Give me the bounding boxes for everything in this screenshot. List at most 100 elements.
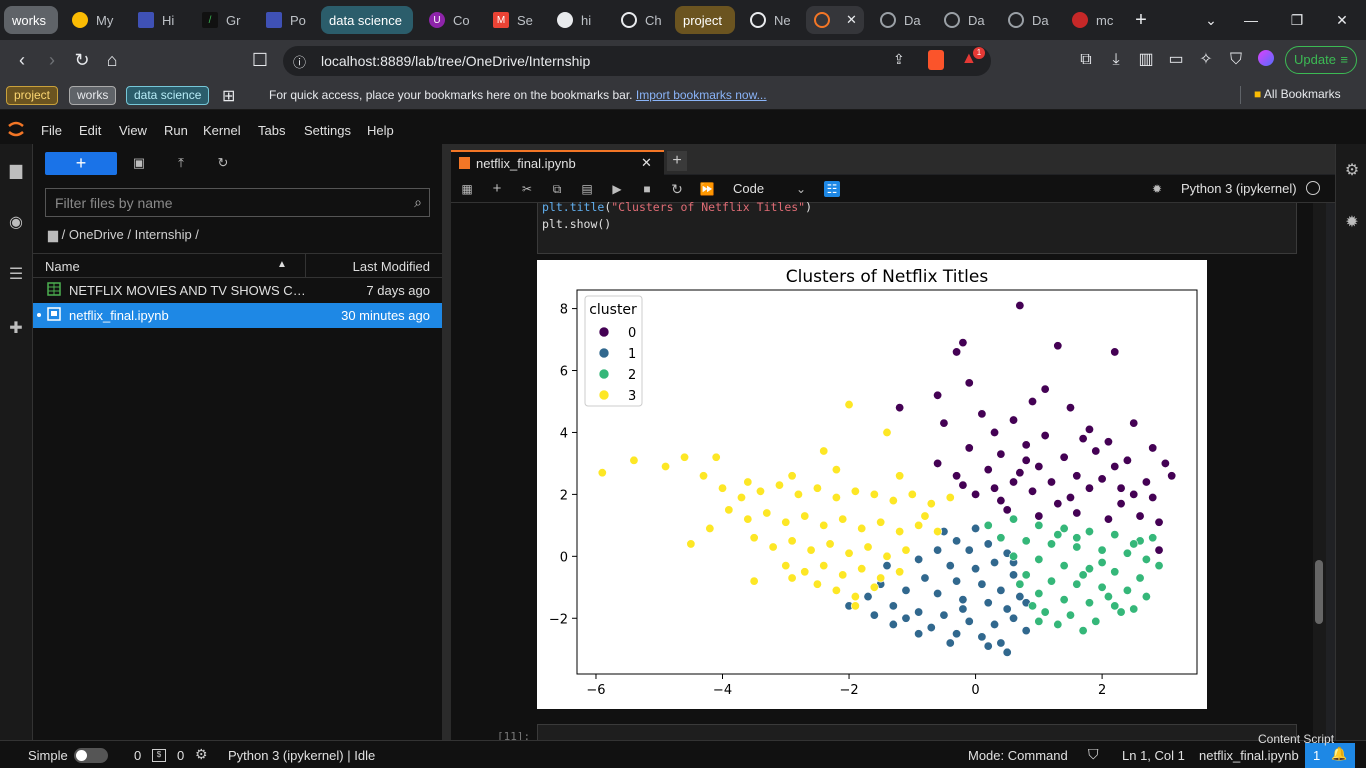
menu-view[interactable]: View xyxy=(119,123,147,138)
leo-ai-icon[interactable]: ✧ xyxy=(1199,51,1213,68)
apps-grid-icon[interactable]: ⊞ xyxy=(222,88,236,105)
save-icon[interactable]: ▦ xyxy=(461,182,473,196)
browser-tab[interactable]: Da xyxy=(872,6,928,34)
column-name[interactable]: Name xyxy=(45,259,80,274)
window-close-icon[interactable]: ✕ xyxy=(1336,12,1348,28)
tab-search-icon[interactable]: ⌄ xyxy=(1205,12,1217,28)
extensions-icon[interactable]: ⧉ xyxy=(1080,51,1092,68)
code-cell[interactable]: plt.title("Clusters of Netflix Titles") … xyxy=(537,200,1297,254)
share-icon[interactable]: ⇪ xyxy=(893,51,905,67)
brave-shield-icon[interactable] xyxy=(928,50,944,70)
brave-rewards-icon[interactable]: ▲ xyxy=(961,50,977,67)
running-icon[interactable]: ◉ xyxy=(9,214,23,231)
restart-icon[interactable]: ↻ xyxy=(671,181,683,197)
menu-tabs[interactable]: Tabs xyxy=(258,123,286,138)
bookmark-group-project[interactable]: project xyxy=(6,86,59,105)
new-launcher-button[interactable]: + xyxy=(45,152,117,175)
bookmark-icon[interactable]: ☐ xyxy=(251,50,269,70)
tab-group-works[interactable]: works xyxy=(4,6,58,34)
reload-icon[interactable]: ↻ xyxy=(74,50,90,70)
copy-icon[interactable]: ⧉ xyxy=(552,182,562,196)
maximize-icon[interactable]: ❐ xyxy=(1290,12,1304,28)
browser-tab[interactable]: Da xyxy=(936,6,992,34)
simple-mode-toggle[interactable] xyxy=(74,748,108,763)
insert-cell-icon[interactable]: + xyxy=(492,180,502,197)
address-bar[interactable]: ⓘ localhost:8889/lab/tree/OneDrive/Inter… xyxy=(283,46,991,76)
folder-icon[interactable]: ▆ xyxy=(9,162,23,179)
browser-tab[interactable]: hi xyxy=(549,6,605,34)
new-tab-icon[interactable]: + xyxy=(1135,9,1147,31)
home-icon[interactable]: ⌂ xyxy=(106,50,118,70)
close-icon[interactable]: ✕ xyxy=(846,12,857,27)
terminal-count[interactable]: 0 xyxy=(134,748,142,763)
cell-type-select[interactable]: Code xyxy=(733,181,765,196)
upload-icon[interactable]: ⤒ xyxy=(178,155,184,170)
breadcrumb-text[interactable]: / OneDrive / Internship / xyxy=(61,227,199,242)
next-code-cell[interactable] xyxy=(537,724,1297,740)
browser-tab[interactable]: / Gr xyxy=(194,6,250,34)
toc-icon[interactable]: ☰ xyxy=(8,266,24,283)
all-bookmarks[interactable]: ■ All Bookmarks xyxy=(1254,87,1341,101)
file-row-selected[interactable]: netflix_final.ipynb 30 minutes ago xyxy=(33,303,442,328)
debugger-icon[interactable]: ✹ xyxy=(1345,214,1359,231)
cursor-position[interactable]: Ln 1, Col 1 xyxy=(1122,748,1185,763)
profile-avatar[interactable] xyxy=(1254,48,1278,72)
menu-help[interactable]: Help xyxy=(367,123,394,138)
minimize-icon[interactable]: — xyxy=(1244,12,1258,28)
restart-run-all-icon[interactable]: ⏩ xyxy=(699,182,715,196)
browser-tab[interactable]: Hi xyxy=(130,6,186,34)
import-bookmarks-link[interactable]: Import bookmarks now... xyxy=(635,88,767,102)
trusted-shield-icon[interactable]: ⛉ xyxy=(1088,746,1099,762)
browser-tab[interactable]: Da xyxy=(1000,6,1056,34)
debugger-icon[interactable]: ✹ xyxy=(1151,182,1163,196)
search-icon[interactable]: ⌕ xyxy=(414,194,422,210)
download-icon[interactable]: ⤓ xyxy=(1112,51,1120,68)
sort-asc-icon[interactable]: ▲ xyxy=(277,259,287,270)
forward-icon[interactable]: › xyxy=(49,50,55,70)
paste-icon[interactable]: ▤ xyxy=(581,182,593,196)
browser-tab[interactable]: U Co xyxy=(421,6,477,34)
browser-tab[interactable]: M Se xyxy=(485,6,541,34)
new-tab-icon[interactable]: + xyxy=(667,151,687,171)
bookmark-group-works[interactable]: works xyxy=(69,86,117,105)
folder-icon[interactable]: ▆ xyxy=(48,227,58,242)
extension-icon[interactable]: ✚ xyxy=(9,320,23,337)
panel-splitter[interactable] xyxy=(442,144,451,740)
property-inspector-icon[interactable]: ⚙ xyxy=(1344,162,1360,179)
run-icon[interactable]: ▶ xyxy=(612,182,622,196)
browser-tab[interactable]: Ch xyxy=(613,6,669,34)
close-icon[interactable]: ✕ xyxy=(641,155,652,170)
kernel-name[interactable]: Python 3 (ipykernel) xyxy=(1181,181,1297,196)
new-folder-icon[interactable]: ▣ xyxy=(132,155,146,170)
back-icon[interactable]: ‹ xyxy=(19,50,25,70)
notebook-scrollbar[interactable] xyxy=(1313,203,1326,740)
wallet-icon[interactable]: ▭ xyxy=(1168,51,1184,68)
notebook-tab[interactable]: netflix_final.ipynb ✕ xyxy=(451,150,664,175)
chevron-down-icon[interactable]: ⌄ xyxy=(795,182,807,196)
cut-icon[interactable]: ✂ xyxy=(521,182,533,196)
notification-button[interactable]: 1 🔔 xyxy=(1305,743,1355,768)
tab-group-project[interactable]: project xyxy=(675,6,735,34)
stop-icon[interactable]: ■ xyxy=(643,182,651,196)
update-button[interactable]: Update ≡ xyxy=(1285,46,1357,74)
file-row[interactable]: NETFLIX MOVIES AND TV SHOWS CLU... 7 day… xyxy=(33,278,442,303)
kernel-count[interactable]: 0 xyxy=(177,748,185,763)
browser-tab[interactable]: Ne xyxy=(742,6,798,34)
property-inspector-icon[interactable]: ☷ xyxy=(824,181,840,197)
scrollbar-thumb[interactable] xyxy=(1315,560,1323,624)
browser-tab[interactable]: mc xyxy=(1064,6,1120,34)
menu-run[interactable]: Run xyxy=(164,123,188,138)
kernel-status[interactable]: Python 3 (ipykernel) | Idle xyxy=(228,748,376,763)
refresh-icon[interactable]: ↻ xyxy=(217,155,229,170)
vpn-icon[interactable]: ⛉ xyxy=(1229,51,1242,68)
site-info-icon[interactable]: ⓘ xyxy=(293,55,307,70)
menu-settings[interactable]: Settings xyxy=(304,123,351,138)
url-text[interactable]: localhost:8889/lab/tree/OneDrive/Interns… xyxy=(321,53,591,69)
tab-group-data-science[interactable]: data science xyxy=(321,6,413,34)
sidebar-icon[interactable]: ▥ xyxy=(1138,51,1154,68)
browser-tab-active[interactable]: ✕ xyxy=(806,6,864,34)
column-last-modified[interactable]: Last Modified xyxy=(352,259,430,274)
filter-input[interactable] xyxy=(46,189,386,216)
menu-kernel[interactable]: Kernel xyxy=(203,123,241,138)
menu-file[interactable]: File xyxy=(41,123,62,138)
